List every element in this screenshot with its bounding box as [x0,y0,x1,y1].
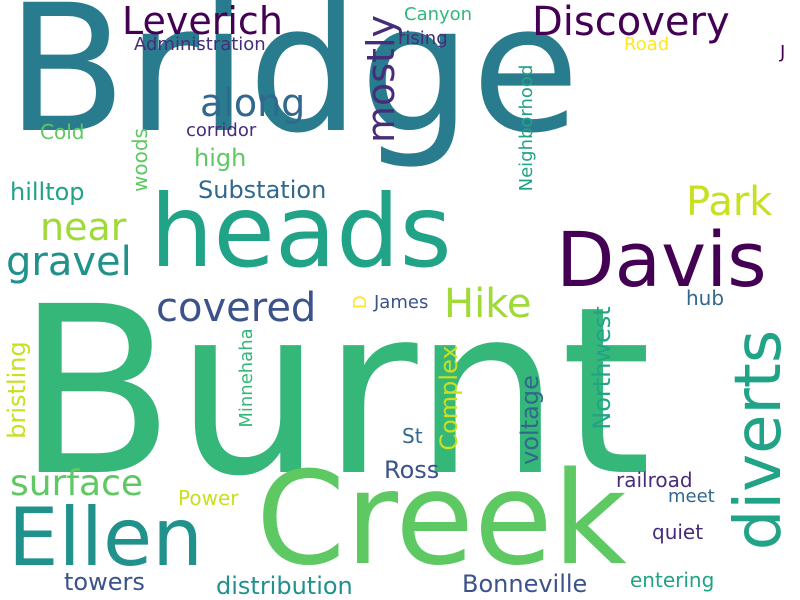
word-quiet: quiet [652,520,704,544]
word-northwest: Northwest [588,306,616,430]
word-james: James [374,292,429,313]
word-mostly: mostly [359,14,403,144]
word-towers: towers [64,568,145,596]
word-davis: Davis [556,215,767,304]
word-creek: Creek [256,445,627,594]
word-discovery: Discovery [532,0,730,45]
word-ross: Ross [384,456,440,484]
word-meet: meet [668,486,715,507]
word-corridor: corridor [186,120,257,141]
word-park: Park [686,179,773,225]
word-neighborhood: Neighborhood [516,64,537,192]
word-entering: entering [630,568,715,592]
word-covered: covered [156,285,317,331]
word-near: near [40,205,127,249]
word-rising: rising [398,28,448,49]
word-heads: heads [150,173,452,290]
word-bonneville: Bonneville [462,570,588,598]
word-hike: Hike [444,281,532,327]
word-cold: Cold [40,120,85,144]
word-diverts: diverts [722,329,796,551]
word-gravel: gravel [6,239,132,285]
word-distribution: distribution [216,572,353,600]
word-surface: surface [10,463,144,504]
word-road: Road [624,34,670,55]
word-hub: hub [686,286,725,310]
word-ellen: Ellen [8,491,203,584]
word-woods: woods [128,128,152,192]
word-administration: Administration [134,34,266,55]
word-railroad: railroad [616,468,693,492]
word-high: high [194,144,247,172]
word-complex: Complex [435,345,463,451]
word-bridge: Bridge [6,0,580,172]
word-d: D [350,295,371,309]
word-power: Power [178,486,239,510]
word-j: J [780,42,786,63]
word-along: along [200,81,306,125]
word-substation: Substation [198,176,327,204]
word-bristling: bristling [3,341,31,439]
word-st: St [402,424,423,448]
word-hilltop: hilltop [10,178,85,206]
word-burnt: Burnt [16,257,652,527]
word-leverich: Leverich [122,0,283,43]
word-canyon: Canyon [404,4,473,25]
word-minnehaha: Minnehaha [236,328,257,428]
word-voltage: voltage [516,375,544,465]
